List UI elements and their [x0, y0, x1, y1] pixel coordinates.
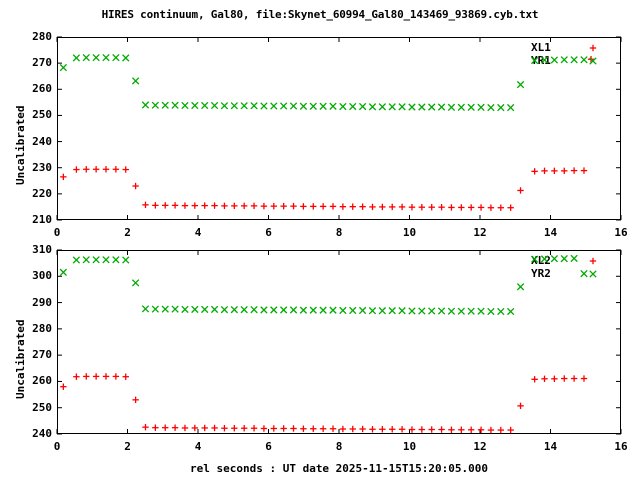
x-tick-top-14: 14 [543, 226, 558, 239]
x-tick-top-2: 2 [124, 226, 131, 239]
y-tick-top-270: 270 [32, 56, 52, 70]
x-tick-top-0: 0 [53, 226, 61, 239]
x-tick-8: 8 [335, 440, 343, 453]
x-tick-10: 10 [402, 440, 417, 453]
x-tick-0: 0 [53, 440, 61, 453]
legend-label-YR2: YR2 [531, 267, 551, 280]
y-tick-bottom-300: 300 [32, 269, 52, 283]
x-tick-top-10: 10 [402, 226, 417, 239]
y-tick-top-240: 240 [32, 134, 52, 148]
x-tick-4: 4 [194, 440, 202, 453]
y-tick-top-250: 250 [32, 108, 52, 122]
x-tick-12: 12 [473, 440, 487, 453]
x-tick-top-16: 16 [614, 226, 628, 239]
y-tick-bottom-260: 260 [32, 374, 52, 388]
legend-label-YR1: YR1 [531, 54, 551, 67]
y-tick-bottom-280: 280 [32, 321, 52, 335]
y-tick-top-260: 260 [32, 82, 52, 96]
legend-label-XL1: XL1 [531, 41, 551, 54]
x-tick-top-4: 4 [194, 226, 202, 239]
x-tick-6: 6 [265, 440, 272, 453]
x-tick-2: 2 [124, 440, 131, 453]
x-axis-label: rel seconds : UT date 2025-11-15T15:20:0… [189, 462, 488, 475]
y-tick-bottom-290: 290 [32, 295, 52, 309]
x-tick-top-6: 6 [265, 226, 272, 239]
y-tick-bottom-270: 270 [32, 348, 52, 362]
y-tick-top-220: 220 [32, 186, 52, 200]
page-title: HIRES continuum, Gal80, file:Skynet_6099… [101, 8, 539, 21]
x-tick-16: 16 [614, 440, 628, 453]
y-tick-bottom-240: 240 [32, 427, 52, 440]
y-tick-top-230: 230 [32, 160, 52, 174]
x-tick-top-8: 8 [335, 226, 343, 239]
legend-label-XL2: XL2 [531, 254, 551, 267]
x-tick-14: 14 [543, 440, 558, 453]
y-tick-bottom-310: 310 [32, 243, 52, 256]
x-tick-top-12: 12 [473, 226, 487, 239]
y-tick-top-280: 280 [32, 30, 52, 43]
y-tick-top-210: 210 [32, 213, 52, 226]
y-tick-bottom-250: 250 [32, 400, 52, 414]
